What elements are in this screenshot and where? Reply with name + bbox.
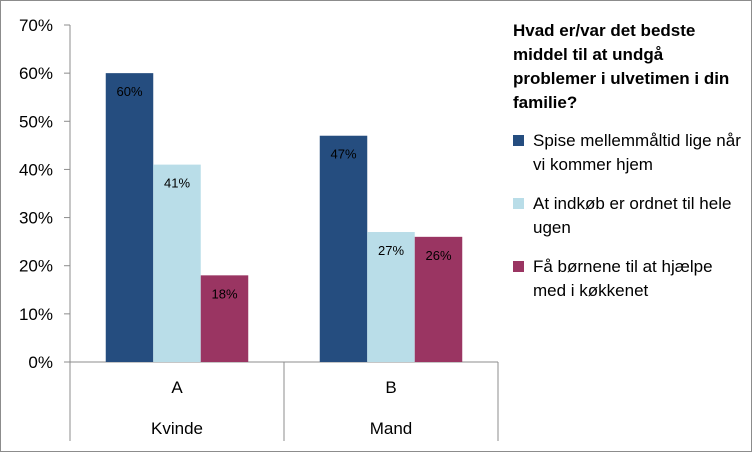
legend-swatch xyxy=(513,198,524,209)
legend-label: At indkøb er ordnet til hele ugen xyxy=(533,194,732,237)
bar xyxy=(105,73,154,363)
y-tick-label: 10% xyxy=(19,305,53,324)
y-tick-label: 60% xyxy=(19,64,53,83)
legend-label: Få børnene til at hjælpe med i køkkenet xyxy=(533,257,713,300)
y-tick-label: 20% xyxy=(19,257,53,276)
bar xyxy=(200,275,249,362)
data-label: 26% xyxy=(425,248,451,263)
data-label: 18% xyxy=(211,286,237,301)
y-tick-label: 40% xyxy=(19,160,53,179)
bar xyxy=(414,236,463,362)
bar xyxy=(153,164,201,362)
y-tick-label: 70% xyxy=(19,16,53,35)
x-tick-label: A xyxy=(171,378,183,397)
data-label: 27% xyxy=(378,243,404,258)
y-tick-label: 0% xyxy=(28,353,53,372)
x-group-label: Kvinde xyxy=(151,419,203,438)
legend-label: Spise mellemmåltid lige når vi kommer hj… xyxy=(533,131,741,174)
data-label: 41% xyxy=(164,176,190,191)
legend-title: Hvad er/var det bedste middel til at und… xyxy=(513,21,730,112)
bar xyxy=(367,232,415,362)
y-tick-label: 30% xyxy=(19,209,53,228)
legend-item: Få børnene til at hjælpe med i køkkenet xyxy=(513,255,743,303)
x-tick-label: B xyxy=(385,378,396,397)
legend: Hvad er/var det bedste middel til at und… xyxy=(513,19,743,318)
x-group-label: Mand xyxy=(370,419,413,438)
legend-swatch xyxy=(513,135,524,146)
legend-swatch xyxy=(513,261,524,272)
bar xyxy=(319,135,368,362)
data-label: 60% xyxy=(116,84,142,99)
y-tick-label: 50% xyxy=(19,112,53,131)
data-label: 47% xyxy=(330,147,356,162)
legend-item: Spise mellemmåltid lige når vi kommer hj… xyxy=(513,129,743,177)
legend-item: At indkøb er ordnet til hele ugen xyxy=(513,192,743,240)
